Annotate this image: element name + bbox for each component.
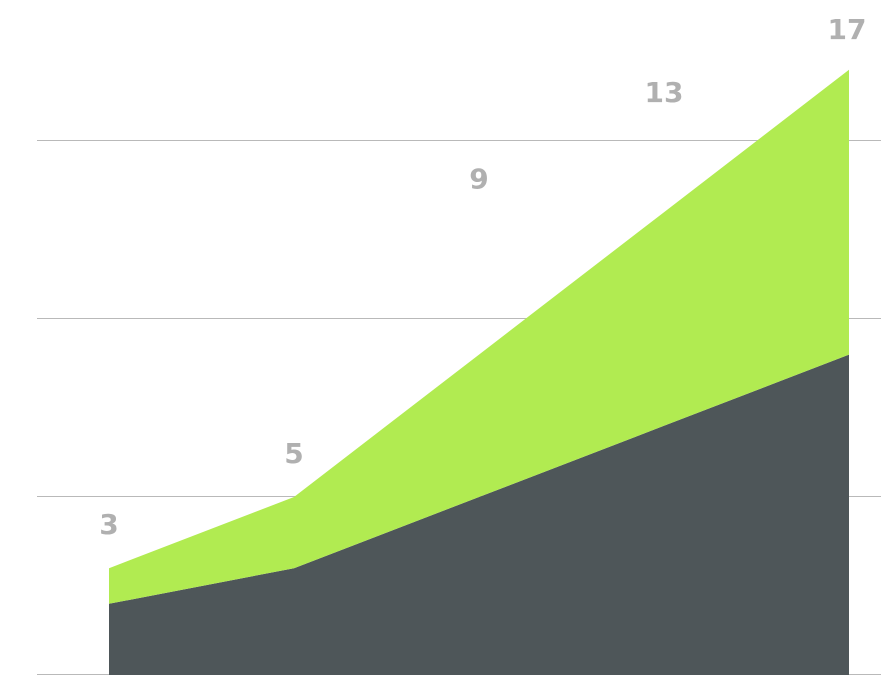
data-label-2: 9 [469, 163, 488, 196]
data-label-1: 5 [284, 437, 303, 470]
data-label-4: 17 [828, 13, 867, 46]
data-label-3: 13 [645, 76, 684, 109]
series-area-0 [109, 354, 849, 675]
data-label-0: 3 [99, 508, 118, 541]
series-area-1 [109, 69, 849, 604]
data-labels: 3 5 9 13 17 [99, 13, 866, 541]
series-areas [109, 69, 849, 675]
